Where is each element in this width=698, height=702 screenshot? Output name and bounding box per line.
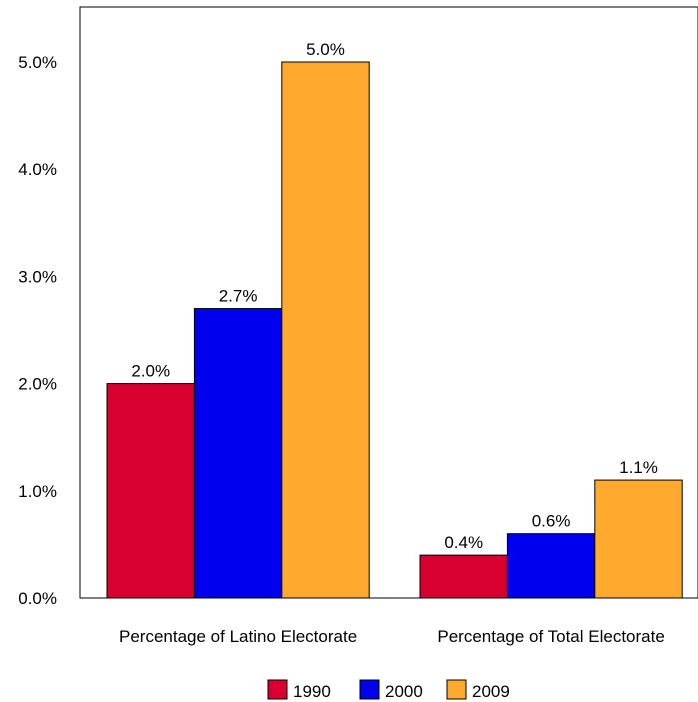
data-label: 2.7% — [219, 287, 258, 306]
bar-2000-2 — [506, 533, 596, 599]
legend-swatch-1990 — [267, 679, 288, 700]
bar-2009-2 — [594, 479, 683, 599]
category-labels: Percentage of Latino Electorate Percentag… — [119, 627, 665, 646]
category-label: Percentage of Latino Electorate — [119, 627, 357, 646]
legend-label-2000: 2000 — [385, 682, 423, 701]
bar-2009-1 — [281, 61, 370, 599]
data-labels: 2.0% 0.4% 2.7% 0.6% 5.0% 1.1% — [131, 40, 658, 552]
legend-label-2009: 2009 — [472, 682, 510, 701]
plot-area-frame — [79, 6, 698, 599]
data-label: 1.1% — [619, 458, 658, 477]
y-tick-label: 5.0% — [18, 53, 57, 72]
y-tick-label: 4.0% — [18, 160, 57, 179]
y-tick-label: 0.0% — [18, 589, 57, 608]
bar-1990-2 — [419, 554, 508, 599]
data-label: 0.4% — [444, 533, 483, 552]
category-label: Percentage of Total Electorate — [437, 627, 664, 646]
data-label: 2.0% — [131, 362, 170, 381]
legend: 1990 2000 2009 — [267, 679, 510, 701]
y-tick-label: 1.0% — [18, 482, 57, 501]
bar-1990-1 — [106, 383, 195, 599]
y-tick-label: 3.0% — [18, 267, 57, 286]
y-tick-label: 2.0% — [18, 375, 57, 394]
bar-2000-1 — [193, 308, 283, 599]
legend-swatch-2000 — [359, 679, 380, 700]
legend-label-1990: 1990 — [293, 682, 331, 701]
legend-swatch-2009 — [446, 679, 467, 700]
bars — [106, 61, 683, 599]
data-label: 0.6% — [532, 512, 571, 531]
data-label: 5.0% — [306, 40, 345, 59]
y-axis-ticks: 0.0% 1.0% 2.0% 3.0% 4.0% 5.0% — [18, 53, 57, 608]
